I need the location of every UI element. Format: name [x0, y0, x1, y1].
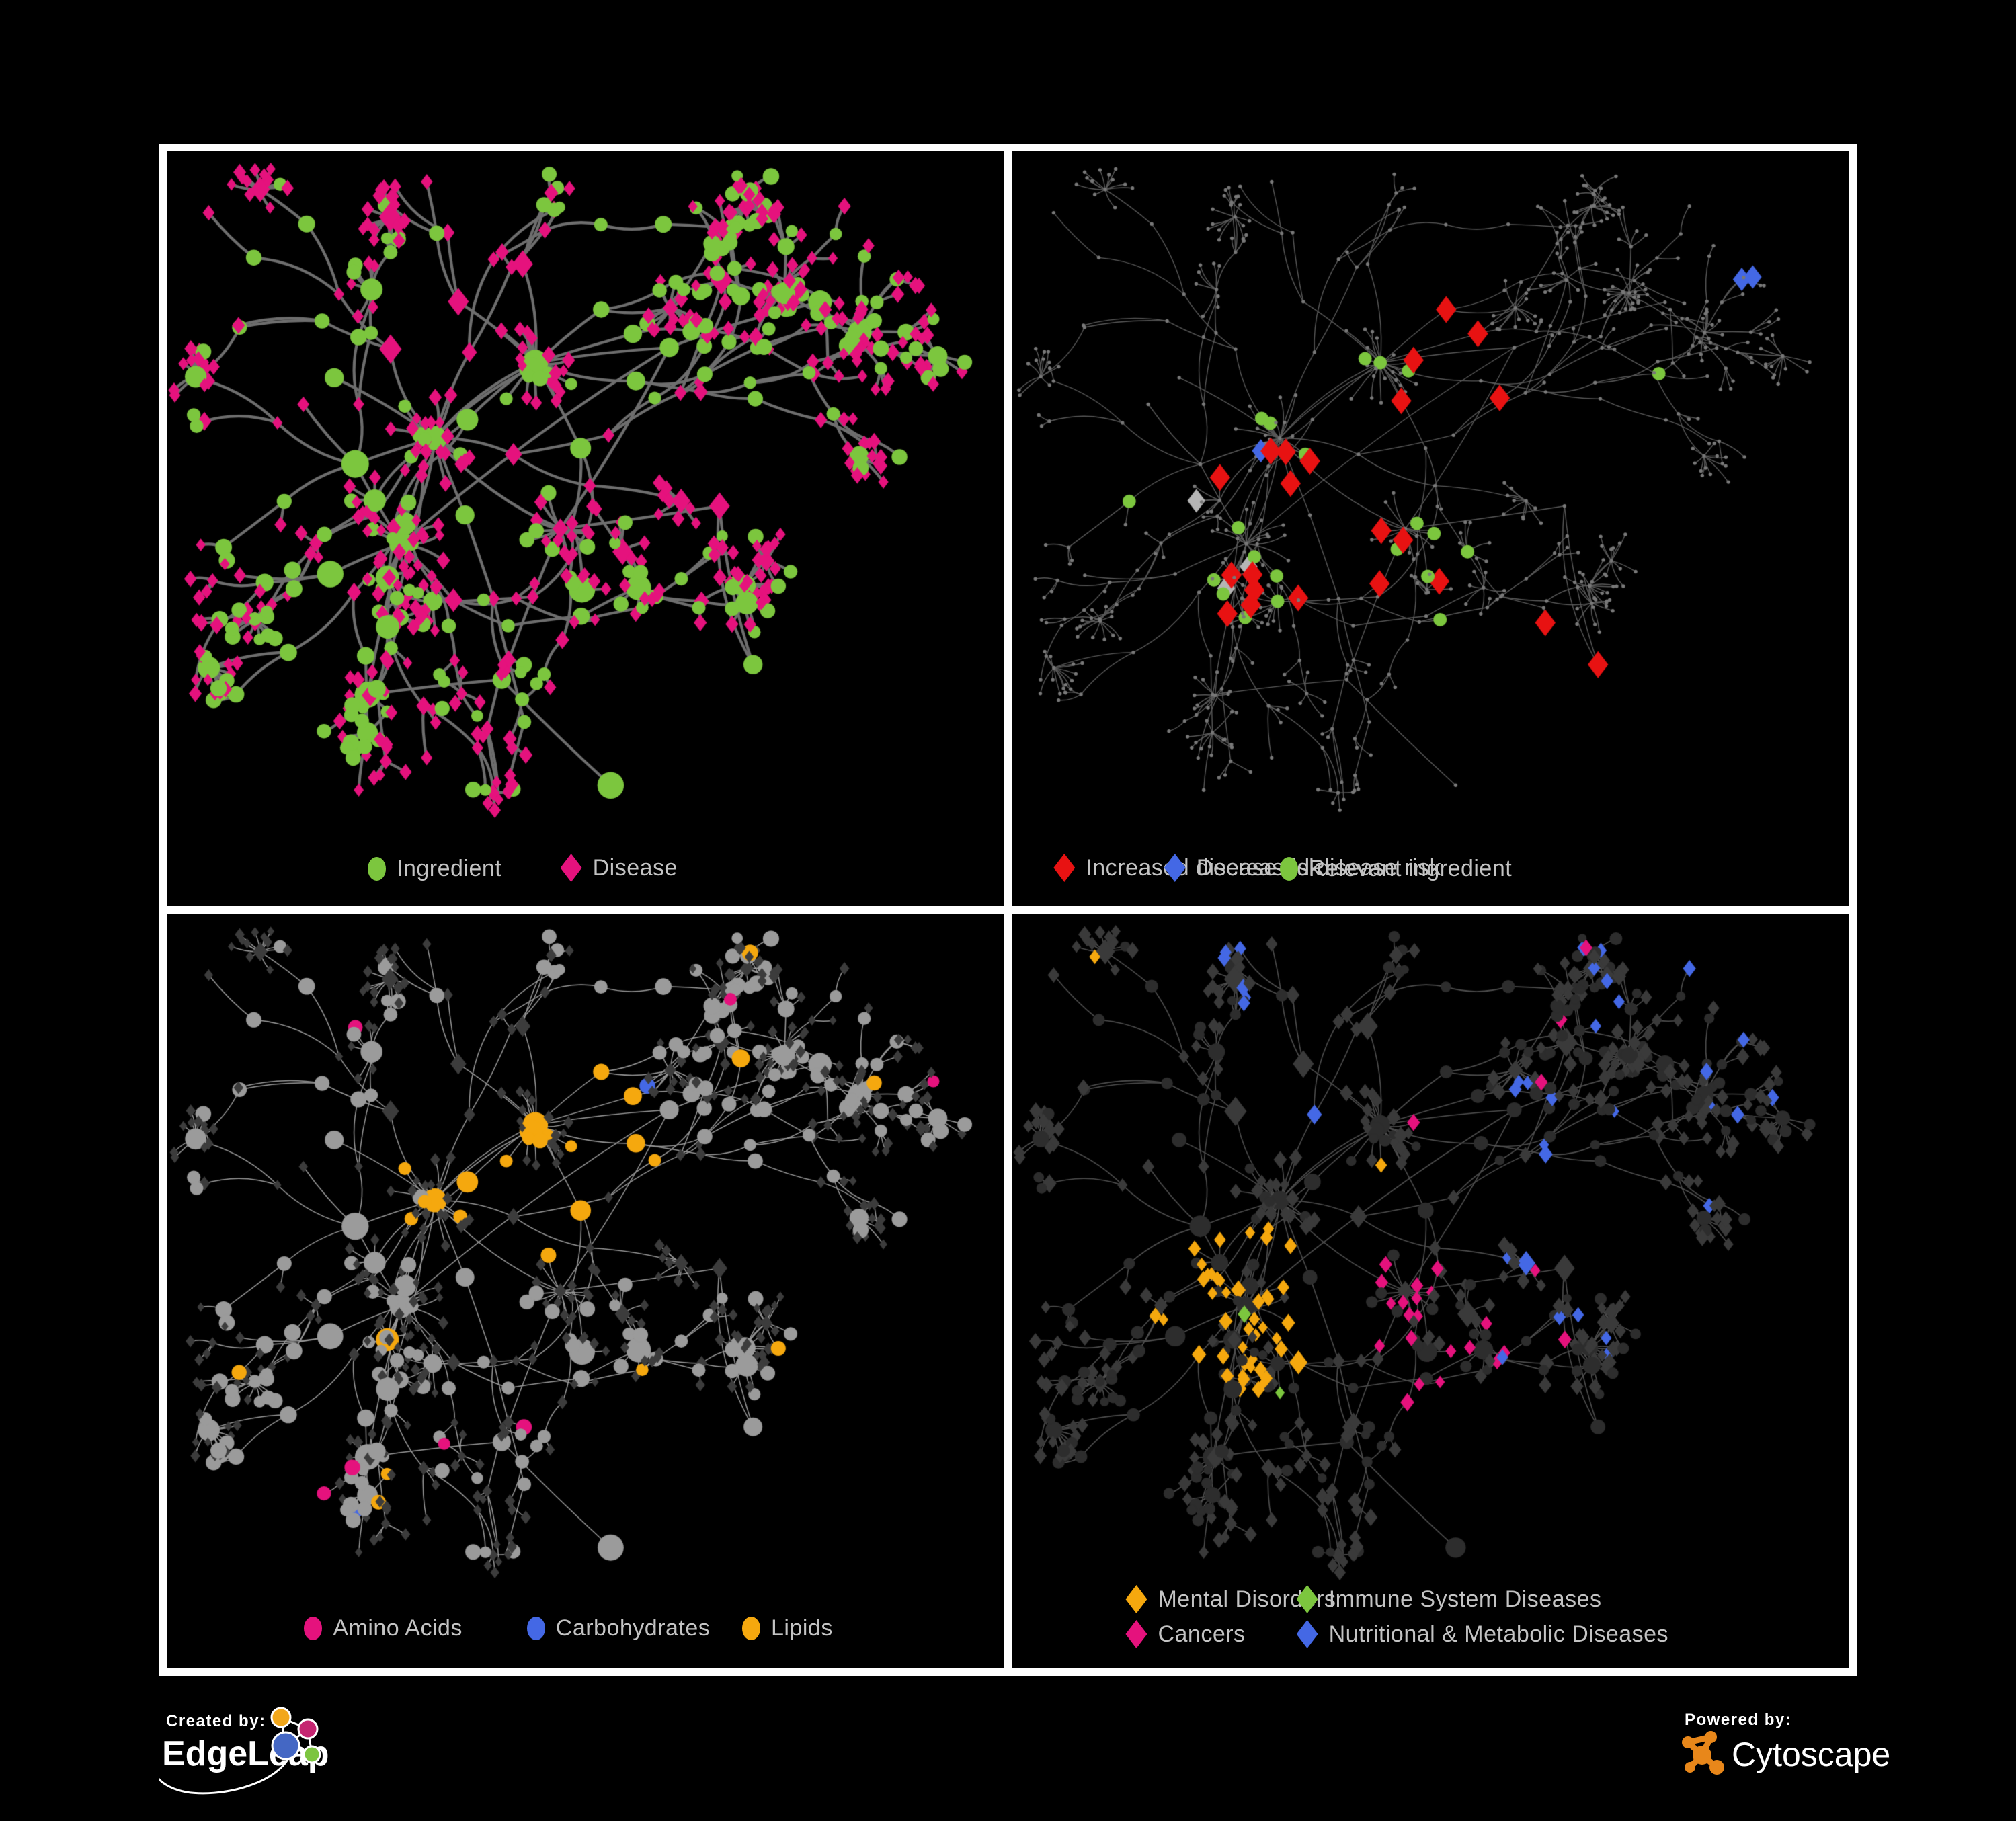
network-graph-ingredient-disease: [167, 151, 1004, 906]
powered-by-label: Powered by:: [1685, 1711, 1791, 1729]
cytoscape-network-icon: [1682, 1731, 1724, 1775]
panel-disease-classes: Mental Disorders Immune System Diseases Ca…: [1012, 914, 1849, 1668]
edgeleap-network-icon: [270, 1707, 321, 1764]
panel-disease-risk: Increased disease risk Decreased disease …: [1012, 151, 1849, 906]
network-graph-nutrient-classes: [167, 914, 1004, 1668]
edgeleap-logo: Created by: EdgeLeap: [155, 1707, 329, 1795]
cytoscape-logo: Powered by: Cytoscape: [1682, 1711, 1890, 1775]
panel-nutrient-classes: Amino Acids Carbohydrates Lipids: [167, 914, 1004, 1668]
network-graph-disease-risk: [1012, 151, 1849, 906]
figure-grid: Ingredient Disease Increased disease risk…: [159, 144, 1857, 1676]
edgeleap-node-green: [303, 1745, 321, 1764]
cytoscape-wordmark: Cytoscape: [1732, 1736, 1890, 1773]
edgeleap-node-pink: [297, 1718, 319, 1740]
edgeleap-node-blue: [271, 1731, 300, 1761]
edgeleap-credit: Created by: EdgeLeap: [155, 1703, 536, 1821]
panel-ingredient-disease: Ingredient Disease: [167, 151, 1004, 906]
edgeleap-swoosh: [155, 1758, 290, 1795]
edgeleap-node-orange: [270, 1707, 292, 1728]
edgeleap-wordmark: EdgeLeap: [162, 1734, 329, 1773]
cytoscape-credit: Powered by: Cytoscape: [1678, 1703, 2001, 1821]
network-graph-disease-classes: [1012, 914, 1849, 1668]
created-by-label: Created by:: [166, 1712, 266, 1730]
